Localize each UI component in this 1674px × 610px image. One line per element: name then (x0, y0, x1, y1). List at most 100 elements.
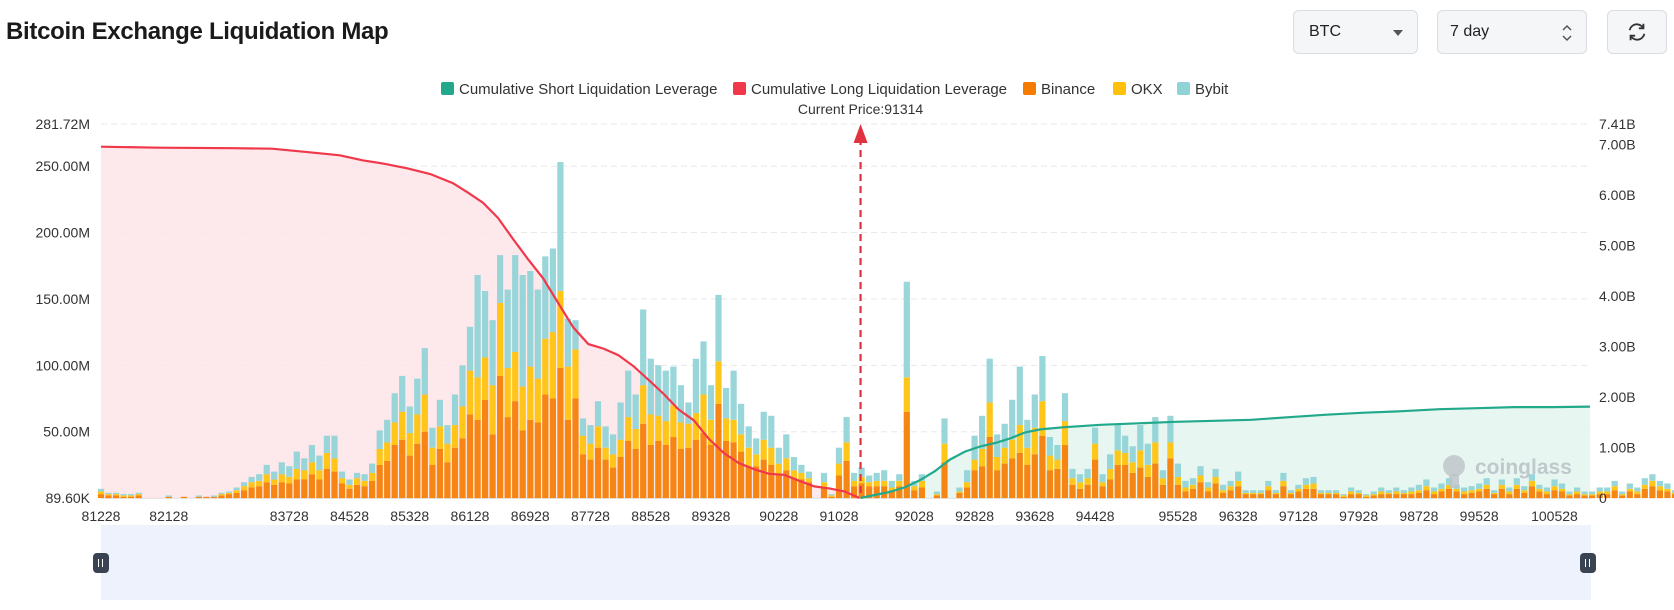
binance-bar (1355, 494, 1362, 499)
okx-bar (828, 495, 835, 497)
zoom-slider[interactable] (101, 525, 1591, 600)
bybit-bar (338, 471, 346, 479)
binance-bar (986, 437, 993, 499)
binance-bar (1491, 494, 1498, 499)
zoom-handle-right[interactable] (1580, 553, 1596, 573)
bybit-bar (933, 491, 940, 495)
bybit-bar (1468, 486, 1475, 491)
okx-bar (1611, 486, 1618, 491)
bybit-bar (662, 370, 669, 422)
bybit-bar (1528, 474, 1535, 481)
okx-bar (293, 468, 300, 480)
bybit-bar (677, 385, 684, 423)
bybit-bar (1498, 479, 1505, 485)
x-tick-label: 92828 (955, 508, 994, 524)
binance-bar (1204, 491, 1212, 499)
bybit-bar (1626, 483, 1633, 489)
binance-bar (1498, 488, 1505, 499)
bybit-bar (632, 394, 639, 429)
okx-bar (1197, 475, 1204, 483)
binance-bar (534, 422, 541, 499)
okx-bar (482, 357, 489, 400)
binance-bar (715, 403, 722, 499)
bybit-bar (1649, 474, 1656, 481)
bybit-bar (135, 492, 142, 495)
binance-bar (527, 419, 534, 499)
refresh-button[interactable] (1607, 10, 1667, 54)
legend-swatch (1023, 82, 1036, 95)
okx-bar (1144, 464, 1151, 477)
up-down-arrows-icon (1562, 24, 1572, 42)
bybit-bar (911, 480, 918, 487)
bybit-bar (1461, 487, 1468, 492)
bybit-bar (1144, 443, 1151, 465)
bybit-bar (685, 402, 692, 424)
okx-bar (225, 492, 233, 495)
bybit-bar (97, 488, 105, 492)
bybit-bar (888, 480, 895, 488)
range-select[interactable]: 7 day (1437, 10, 1587, 54)
bybit-bar (1250, 490, 1257, 493)
binance-bar (1220, 492, 1227, 499)
bybit-bar (1287, 490, 1294, 493)
bybit-bar (331, 435, 338, 459)
bybit-bar (316, 455, 323, 471)
okx-bar (1400, 492, 1407, 495)
bybit-bar (790, 457, 797, 471)
bybit-bar (354, 472, 361, 479)
binance-bar (866, 486, 873, 499)
binance-bar (655, 441, 662, 499)
coinglass-logo-icon (1443, 455, 1465, 477)
chevron-down-icon (1393, 30, 1403, 36)
okx-bar (941, 443, 948, 463)
bybit-bar (1295, 484, 1302, 489)
binance-bar (369, 480, 376, 499)
binance-bar (346, 488, 353, 499)
binance-bar (896, 486, 903, 499)
refresh-icon (1628, 23, 1646, 41)
okx-bar (1596, 491, 1603, 495)
okx-bar (783, 458, 790, 471)
binance-bar (429, 464, 436, 499)
binance-bar (911, 490, 918, 499)
okx-bar (1340, 495, 1347, 497)
okx-bar (1031, 427, 1038, 455)
okx-bar (301, 470, 308, 480)
bybit-bar (376, 430, 383, 449)
okx-bar (271, 479, 278, 485)
binance-bar (1054, 468, 1061, 499)
y-left-tick-label: 281.72M (36, 116, 90, 132)
binance-bar (1423, 490, 1430, 499)
okx-bar (798, 472, 805, 480)
bybit-bar (534, 289, 541, 379)
bybit-bar (715, 294, 722, 362)
binance-bar (707, 445, 715, 499)
okx-bar (1129, 462, 1136, 473)
coin-select[interactable]: BTC (1293, 10, 1418, 54)
binance-bar (1363, 496, 1370, 499)
x-tick-label: 86128 (451, 508, 490, 524)
binance-bar (557, 368, 564, 499)
bybit-bar (474, 275, 481, 378)
bybit-bar (723, 387, 730, 419)
bybit-bar (225, 491, 233, 493)
binance-bar (316, 479, 323, 499)
zoom-handle-left[interactable] (93, 553, 109, 573)
okx-bar (610, 454, 617, 468)
okx-bar (670, 405, 677, 438)
binance-bar (1114, 464, 1121, 499)
bybit-bar (429, 427, 436, 448)
bybit-bar (1491, 490, 1498, 493)
binance-bar (1227, 490, 1234, 499)
bar-series (97, 162, 1674, 499)
okx-bar (399, 411, 406, 440)
okx-bar (361, 480, 368, 487)
bybit-bar (1257, 490, 1264, 493)
bybit-bar (1310, 476, 1317, 484)
binance-bar (1167, 458, 1174, 499)
bybit-bar (1189, 478, 1197, 485)
bybit-bar (1611, 480, 1618, 487)
bybit-bar (1227, 480, 1234, 487)
page-title: Bitcoin Exchange Liquidation Map (6, 18, 389, 45)
binance-bar (1295, 491, 1302, 499)
